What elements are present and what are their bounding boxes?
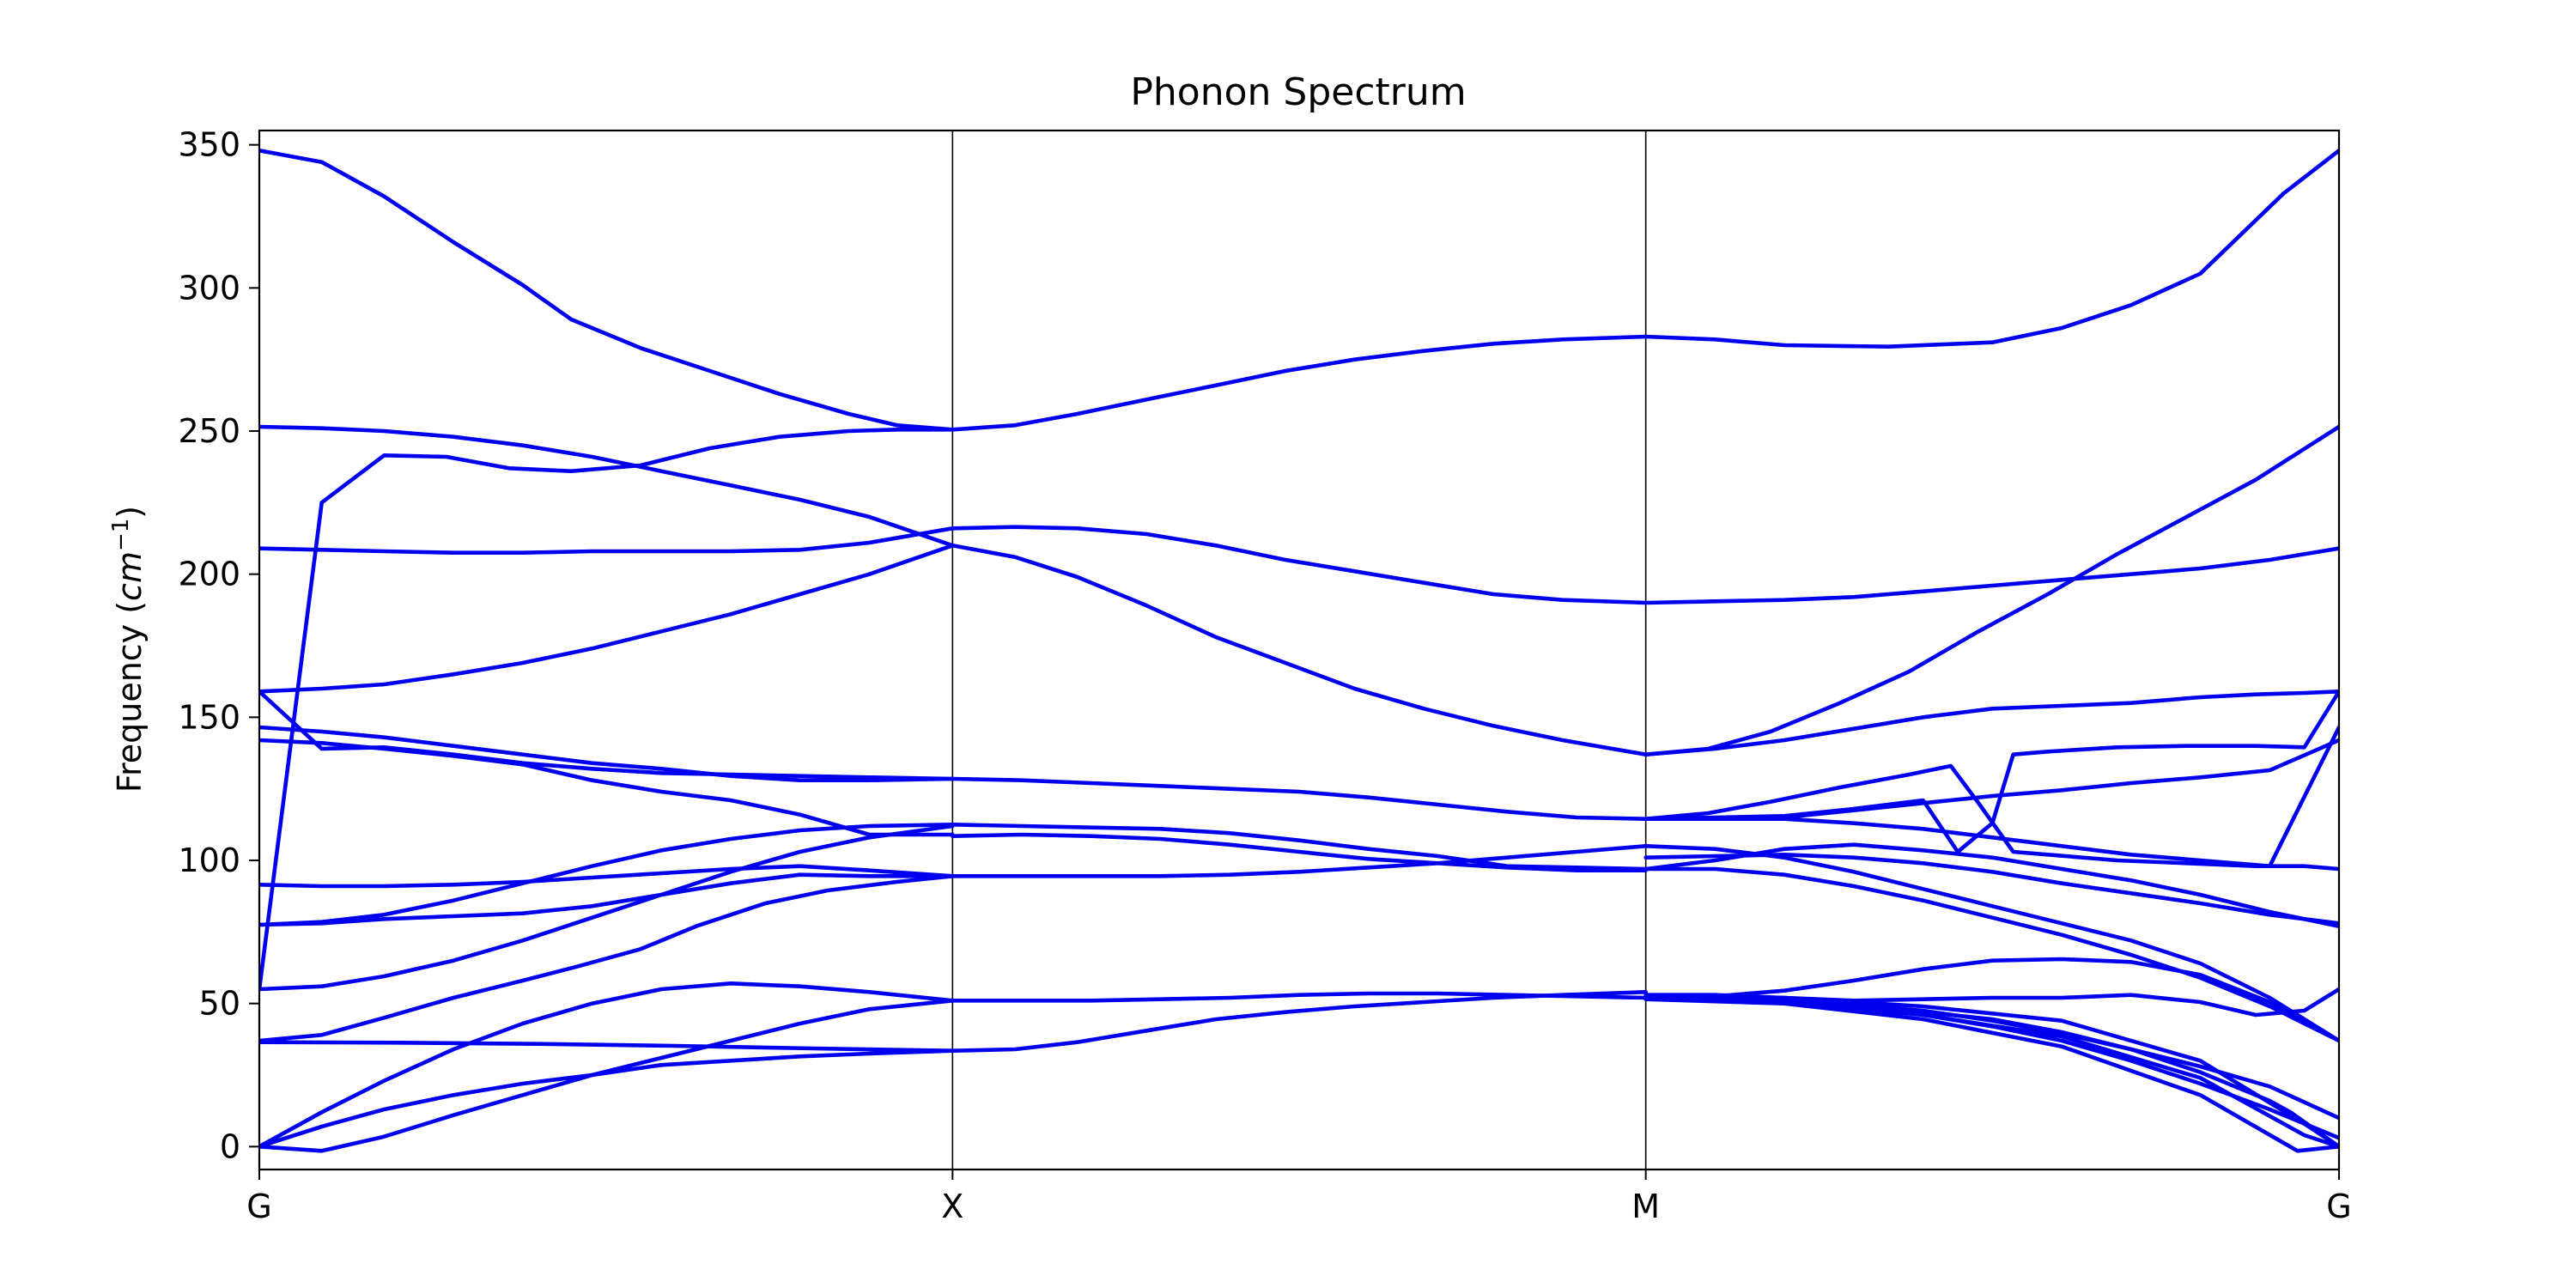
band-1 <box>259 149 955 432</box>
y-axis-label-unit: cm <box>111 551 149 601</box>
y-axis-label-prefix: Frequency ( <box>111 601 149 793</box>
band-11 <box>1643 546 2339 605</box>
band-3 <box>1643 149 2339 349</box>
band-22 <box>259 822 955 927</box>
band-44 <box>1643 993 2339 1149</box>
band-9 <box>951 543 1648 757</box>
band-lines <box>259 149 2339 1153</box>
y-axis-ticks: 0 50 100 150 200 250 300 350 <box>178 126 259 1165</box>
band-20 <box>1643 725 2339 869</box>
x-tick-label: M <box>1631 1188 1660 1225</box>
y-tick-label: 0 <box>220 1127 240 1165</box>
band-38 <box>951 990 1648 1053</box>
band-43 <box>1643 995 2339 1149</box>
band-30 <box>1643 866 2339 1043</box>
band-26 <box>951 822 1648 872</box>
band-15 <box>259 738 955 837</box>
band-35 <box>259 999 955 1153</box>
band-5 <box>259 427 955 992</box>
band-33 <box>259 981 955 1149</box>
band-25 <box>259 873 955 1043</box>
band-36 <box>259 1040 955 1053</box>
y-tick-label: 250 <box>178 412 240 450</box>
x-tick-label: G <box>2326 1188 2351 1225</box>
y-tick-label: 50 <box>199 985 240 1023</box>
y-axis-label-exponent: −1 <box>108 519 134 551</box>
band-39 <box>1643 957 2339 1043</box>
band-18 <box>1643 689 2339 854</box>
y-axis-label: Frequency (cm−1) <box>108 506 149 793</box>
high-symmetry-lines <box>951 131 1647 1170</box>
y-tick-label: 150 <box>178 698 240 736</box>
y-tick-label: 350 <box>178 126 240 164</box>
band-31 <box>1643 852 2339 926</box>
y-tick-label: 200 <box>178 556 240 593</box>
band-41 <box>1643 995 2339 1121</box>
band-32 <box>1643 842 2339 928</box>
band-7 <box>259 526 955 556</box>
plot-frame <box>258 129 2341 1171</box>
band-23 <box>259 823 955 992</box>
x-tick-label: X <box>941 1188 963 1225</box>
y-axis-label-suffix: ) <box>111 506 149 519</box>
y-tick-label: 300 <box>178 269 240 307</box>
band-21 <box>259 864 955 889</box>
band-6 <box>951 525 1648 605</box>
band-2 <box>951 334 1648 432</box>
band-14 <box>259 725 955 783</box>
band-46 <box>1643 997 2339 1153</box>
band-34 <box>259 1048 955 1149</box>
y-tick-label: 100 <box>178 841 240 879</box>
band-10 <box>1643 424 2339 757</box>
band-28 <box>951 843 1648 878</box>
band-24 <box>259 872 955 927</box>
band-4 <box>259 424 955 548</box>
band-27 <box>951 832 1648 873</box>
chart-title: Phonon Spectrum <box>1130 70 1466 114</box>
x-tick-label: G <box>246 1188 271 1225</box>
band-8 <box>259 543 955 694</box>
band-16 <box>951 776 1648 822</box>
band-12 <box>1643 689 2339 757</box>
